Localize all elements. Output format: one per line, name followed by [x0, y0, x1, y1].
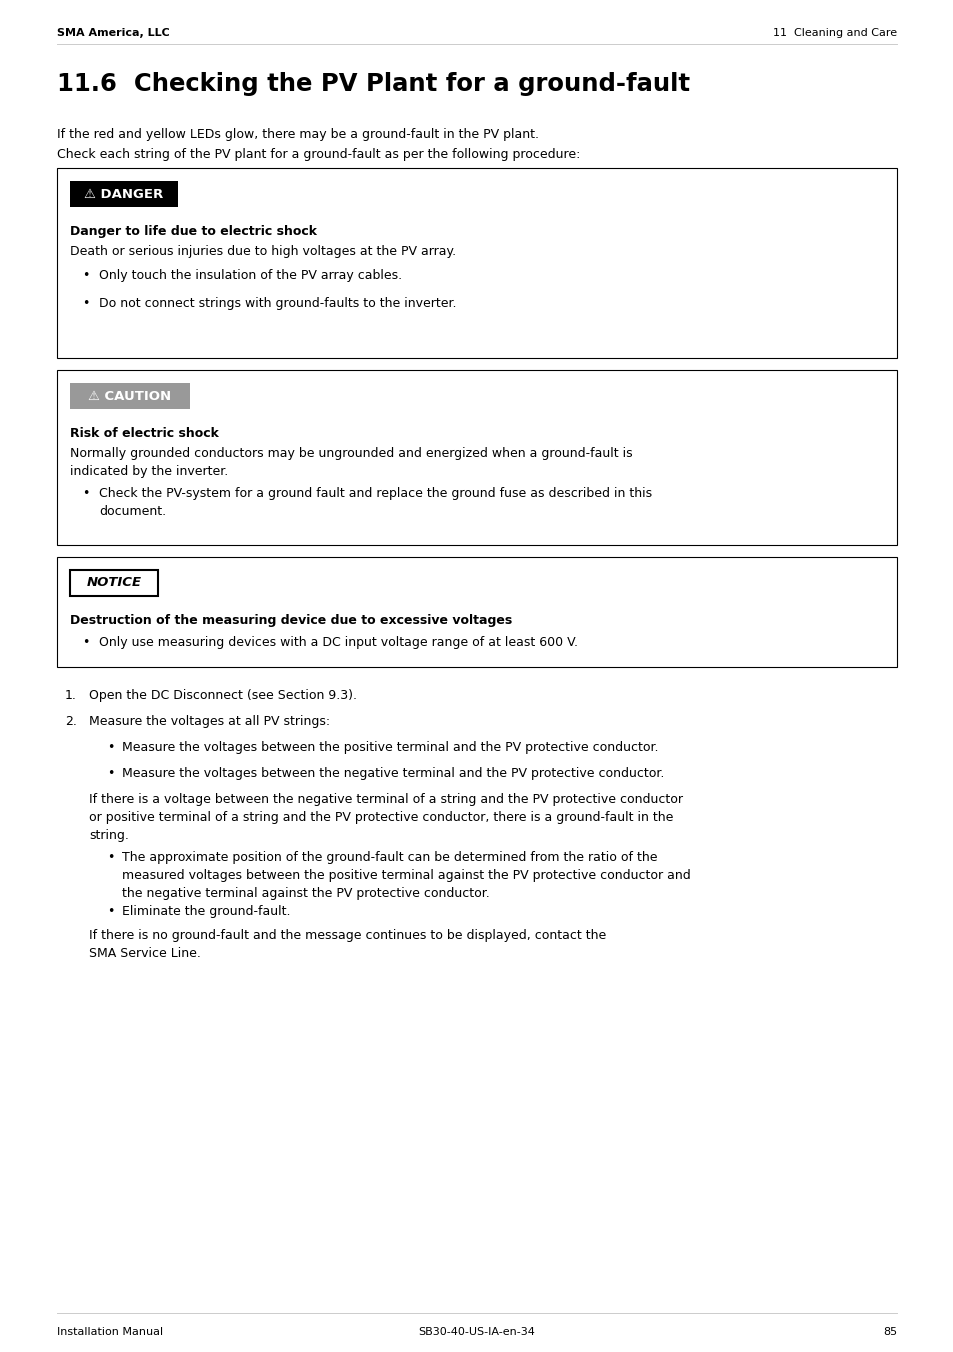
Text: •: • [82, 269, 90, 283]
Text: •: • [82, 487, 90, 500]
FancyBboxPatch shape [70, 383, 190, 410]
Text: Measure the voltages between the positive terminal and the PV protective conduct: Measure the voltages between the positiv… [122, 741, 658, 754]
Text: SMA America, LLC: SMA America, LLC [57, 28, 170, 38]
Text: ⚠ DANGER: ⚠ DANGER [84, 188, 164, 200]
Text: 1.: 1. [65, 690, 77, 702]
Text: The approximate position of the ground-fault can be determined from the ratio of: The approximate position of the ground-f… [122, 850, 657, 864]
Text: Only use measuring devices with a DC input voltage range of at least 600 V.: Only use measuring devices with a DC inp… [99, 635, 578, 649]
Text: Check each string of the PV plant for a ground-fault as per the following proced: Check each string of the PV plant for a … [57, 147, 579, 161]
Text: Risk of electric shock: Risk of electric shock [70, 427, 218, 439]
Text: SMA Service Line.: SMA Service Line. [89, 946, 201, 960]
FancyBboxPatch shape [57, 557, 896, 667]
Text: Check the PV-system for a ground fault and replace the ground fuse as described : Check the PV-system for a ground fault a… [99, 487, 652, 500]
Text: •: • [107, 741, 114, 754]
Text: 85: 85 [882, 1328, 896, 1337]
Text: •: • [82, 635, 90, 649]
Text: Measure the voltages between the negative terminal and the PV protective conduct: Measure the voltages between the negativ… [122, 767, 663, 780]
Text: Measure the voltages at all PV strings:: Measure the voltages at all PV strings: [89, 715, 330, 727]
FancyBboxPatch shape [70, 571, 158, 596]
Text: Installation Manual: Installation Manual [57, 1328, 163, 1337]
Text: Only touch the insulation of the PV array cables.: Only touch the insulation of the PV arra… [99, 269, 402, 283]
Text: Do not connect strings with ground-faults to the inverter.: Do not connect strings with ground-fault… [99, 297, 456, 310]
Text: ⚠ CAUTION: ⚠ CAUTION [89, 389, 172, 403]
Text: indicated by the inverter.: indicated by the inverter. [70, 465, 228, 479]
Text: 11  Cleaning and Care: 11 Cleaning and Care [772, 28, 896, 38]
Text: Death or serious injuries due to high voltages at the PV array.: Death or serious injuries due to high vo… [70, 245, 456, 258]
Text: •: • [82, 297, 90, 310]
Text: •: • [107, 767, 114, 780]
Text: NOTICE: NOTICE [87, 576, 141, 589]
Text: SB30-40-US-IA-en-34: SB30-40-US-IA-en-34 [418, 1328, 535, 1337]
FancyBboxPatch shape [57, 168, 896, 358]
Text: Open the DC Disconnect (see Section 9.3).: Open the DC Disconnect (see Section 9.3)… [89, 690, 356, 702]
Text: measured voltages between the positive terminal against the PV protective conduc: measured voltages between the positive t… [122, 869, 690, 882]
Text: the negative terminal against the PV protective conductor.: the negative terminal against the PV pro… [122, 887, 489, 900]
Text: Normally grounded conductors may be ungrounded and energized when a ground-fault: Normally grounded conductors may be ungr… [70, 448, 632, 460]
FancyBboxPatch shape [70, 181, 178, 207]
Text: •: • [107, 850, 114, 864]
Text: •: • [107, 904, 114, 918]
Text: 11.6  Checking the PV Plant for a ground-fault: 11.6 Checking the PV Plant for a ground-… [57, 72, 689, 96]
Text: If the red and yellow LEDs glow, there may be a ground-fault in the PV plant.: If the red and yellow LEDs glow, there m… [57, 128, 538, 141]
Text: If there is no ground-fault and the message continues to be displayed, contact t: If there is no ground-fault and the mess… [89, 929, 605, 942]
Text: document.: document. [99, 506, 166, 518]
Text: string.: string. [89, 829, 129, 842]
Text: Eliminate the ground-fault.: Eliminate the ground-fault. [122, 904, 291, 918]
Text: Destruction of the measuring device due to excessive voltages: Destruction of the measuring device due … [70, 614, 512, 627]
FancyBboxPatch shape [57, 370, 896, 545]
Text: If there is a voltage between the negative terminal of a string and the PV prote: If there is a voltage between the negati… [89, 794, 682, 806]
Text: 2.: 2. [65, 715, 77, 727]
Text: Danger to life due to electric shock: Danger to life due to electric shock [70, 224, 316, 238]
Text: or positive terminal of a string and the PV protective conductor, there is a gro: or positive terminal of a string and the… [89, 811, 673, 823]
